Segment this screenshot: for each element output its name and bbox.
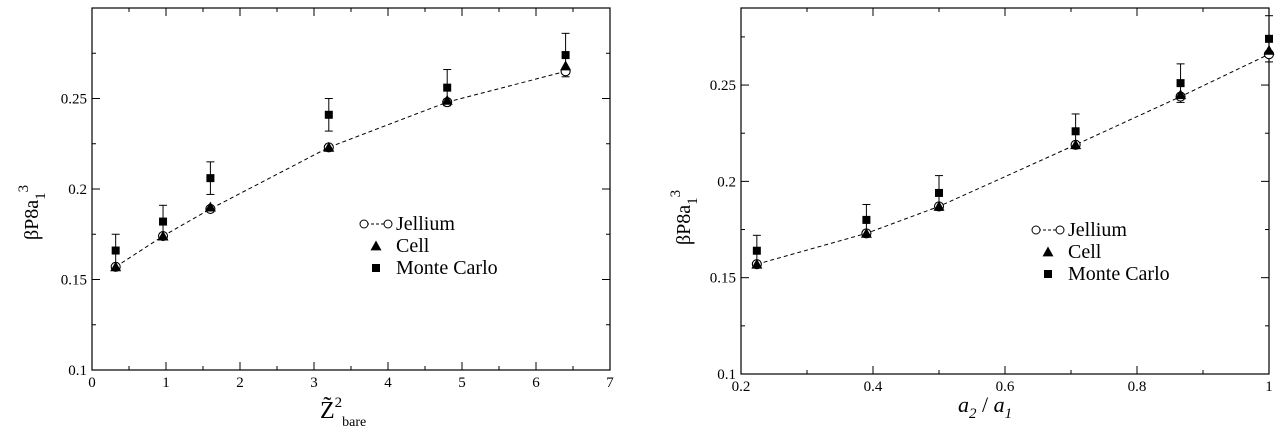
y-axis-label: βP8a13 xyxy=(668,190,701,245)
x-tick-label: 0.4 xyxy=(864,379,883,395)
y-tick-label: 0.1 xyxy=(68,363,87,379)
x-axis-label: a2 / a1 xyxy=(958,392,1012,422)
cell-point xyxy=(751,258,763,269)
x-tick-label: 3 xyxy=(310,375,318,391)
jellium-line xyxy=(756,53,1270,265)
cell-point xyxy=(323,141,335,152)
chart-left: 0 1 2 3 4 5 6 7 0.1 0.15 0.2 0.25 JelliumCellMonte … xyxy=(16,7,614,430)
x-tick-label: 0 xyxy=(88,375,96,391)
monte-carlo-point xyxy=(752,246,761,255)
monte-carlo-point xyxy=(1265,34,1273,43)
axis-ticks: 0 1 2 3 4 5 6 7 0.1 0.15 0.2 0.25 xyxy=(61,7,614,391)
cell-point xyxy=(441,94,453,105)
cell-point xyxy=(860,227,872,238)
y-tick-label: 0.15 xyxy=(61,273,87,289)
y-tick-label: 0.2 xyxy=(68,182,87,198)
legend-label: Cell xyxy=(396,235,430,257)
axis-ticks: 0.2 0.4 0.6 0.8 1 0.1 0.15 0.2 0.25 xyxy=(710,8,1273,395)
y-tick-label: 0.2 xyxy=(717,174,736,190)
legend-label: Monte Carlo xyxy=(1068,263,1170,285)
x-axis-label: Z̃2bare xyxy=(320,395,366,430)
cell-point xyxy=(560,60,572,71)
x-tick-label: 0.6 xyxy=(996,379,1015,395)
x-tick-label: 5 xyxy=(458,375,466,391)
x-tick-label: 0.8 xyxy=(1128,379,1147,395)
cell-point xyxy=(1263,44,1275,55)
cell-point xyxy=(1175,89,1187,100)
legend-marker-jellium xyxy=(359,219,369,229)
cell-point xyxy=(933,200,945,211)
data-marks xyxy=(110,32,572,272)
legend-label: Jellium xyxy=(396,213,455,235)
cell-point xyxy=(1042,246,1054,257)
y-tick-label: 0.25 xyxy=(61,92,87,108)
x-tick-label: 2 xyxy=(236,375,244,391)
x-tick-label: 7 xyxy=(606,375,614,391)
legend-label: Monte Carlo xyxy=(396,257,498,279)
chart-right: 0.2 0.4 0.6 0.8 1 0.1 0.15 0.2 0.25 JelliumCellM… xyxy=(668,7,1275,422)
monte-carlo-point xyxy=(443,83,452,92)
y-tick-label: 0.25 xyxy=(710,78,736,94)
y-tick-label: 0.15 xyxy=(710,271,736,287)
monte-carlo-point xyxy=(1071,127,1080,136)
cell-point xyxy=(204,201,216,212)
legend-label: Cell xyxy=(1068,241,1102,263)
jellium-line xyxy=(115,70,566,268)
monte-carlo-point xyxy=(111,246,120,255)
cell-point xyxy=(110,261,122,272)
cell-point xyxy=(370,240,382,251)
plot-frame xyxy=(91,7,611,371)
plot-frame xyxy=(740,7,1270,375)
x-tick-label: 4 xyxy=(384,375,392,391)
monte-carlo-point xyxy=(372,264,380,272)
monte-carlo-point xyxy=(324,110,333,119)
monte-carlo-point xyxy=(1044,270,1052,278)
data-marks xyxy=(751,15,1275,270)
x-tick-label: 1 xyxy=(162,375,170,391)
x-tick-label: 0.2 xyxy=(732,379,751,395)
cell-point xyxy=(157,230,169,241)
y-axis-label: βP8a13 xyxy=(16,185,49,240)
legend-marker-jellium xyxy=(1055,225,1065,235)
legend-marker-jellium xyxy=(383,219,393,229)
x-tick-label: 1 xyxy=(1265,379,1273,395)
monte-carlo-point xyxy=(935,188,943,197)
legend-marker-jellium xyxy=(1031,225,1041,235)
x-tick-label: 6 xyxy=(532,375,540,391)
monte-carlo-point xyxy=(206,174,215,183)
legend-label: Jellium xyxy=(1068,219,1127,241)
monte-carlo-point xyxy=(1176,79,1185,88)
monte-carlo-point xyxy=(561,51,570,60)
monte-carlo-point xyxy=(862,215,871,224)
cell-point xyxy=(1070,139,1082,150)
y-tick-label: 0.1 xyxy=(717,367,736,383)
monte-carlo-point xyxy=(159,217,168,226)
